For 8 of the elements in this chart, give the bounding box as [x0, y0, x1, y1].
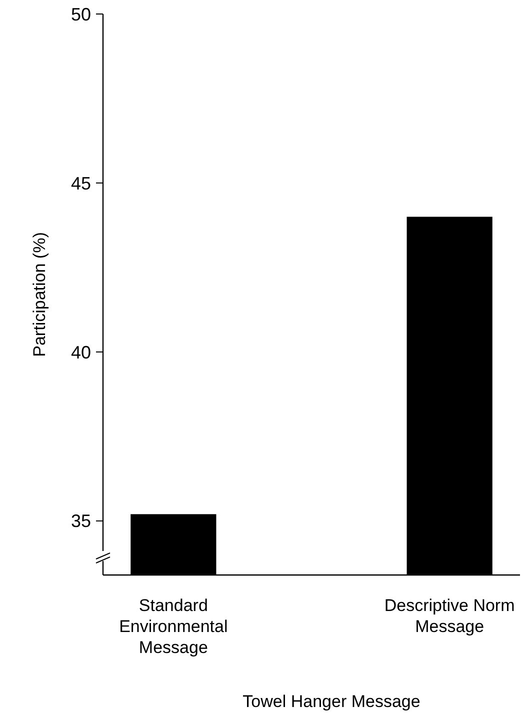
y-tick-label: 40: [70, 342, 91, 362]
y-tick-label: 35: [70, 511, 91, 532]
x-tick-label: Descriptive Norm Message: [384, 596, 515, 636]
y-tick-label: 50: [70, 4, 91, 24]
y-tick-label: 45: [70, 173, 91, 194]
y-axis-title: Participation (%): [30, 232, 49, 357]
x-tick-label: Standard Environmental Message: [119, 596, 228, 657]
x-axis-title: Towel Hanger Message: [242, 692, 420, 711]
